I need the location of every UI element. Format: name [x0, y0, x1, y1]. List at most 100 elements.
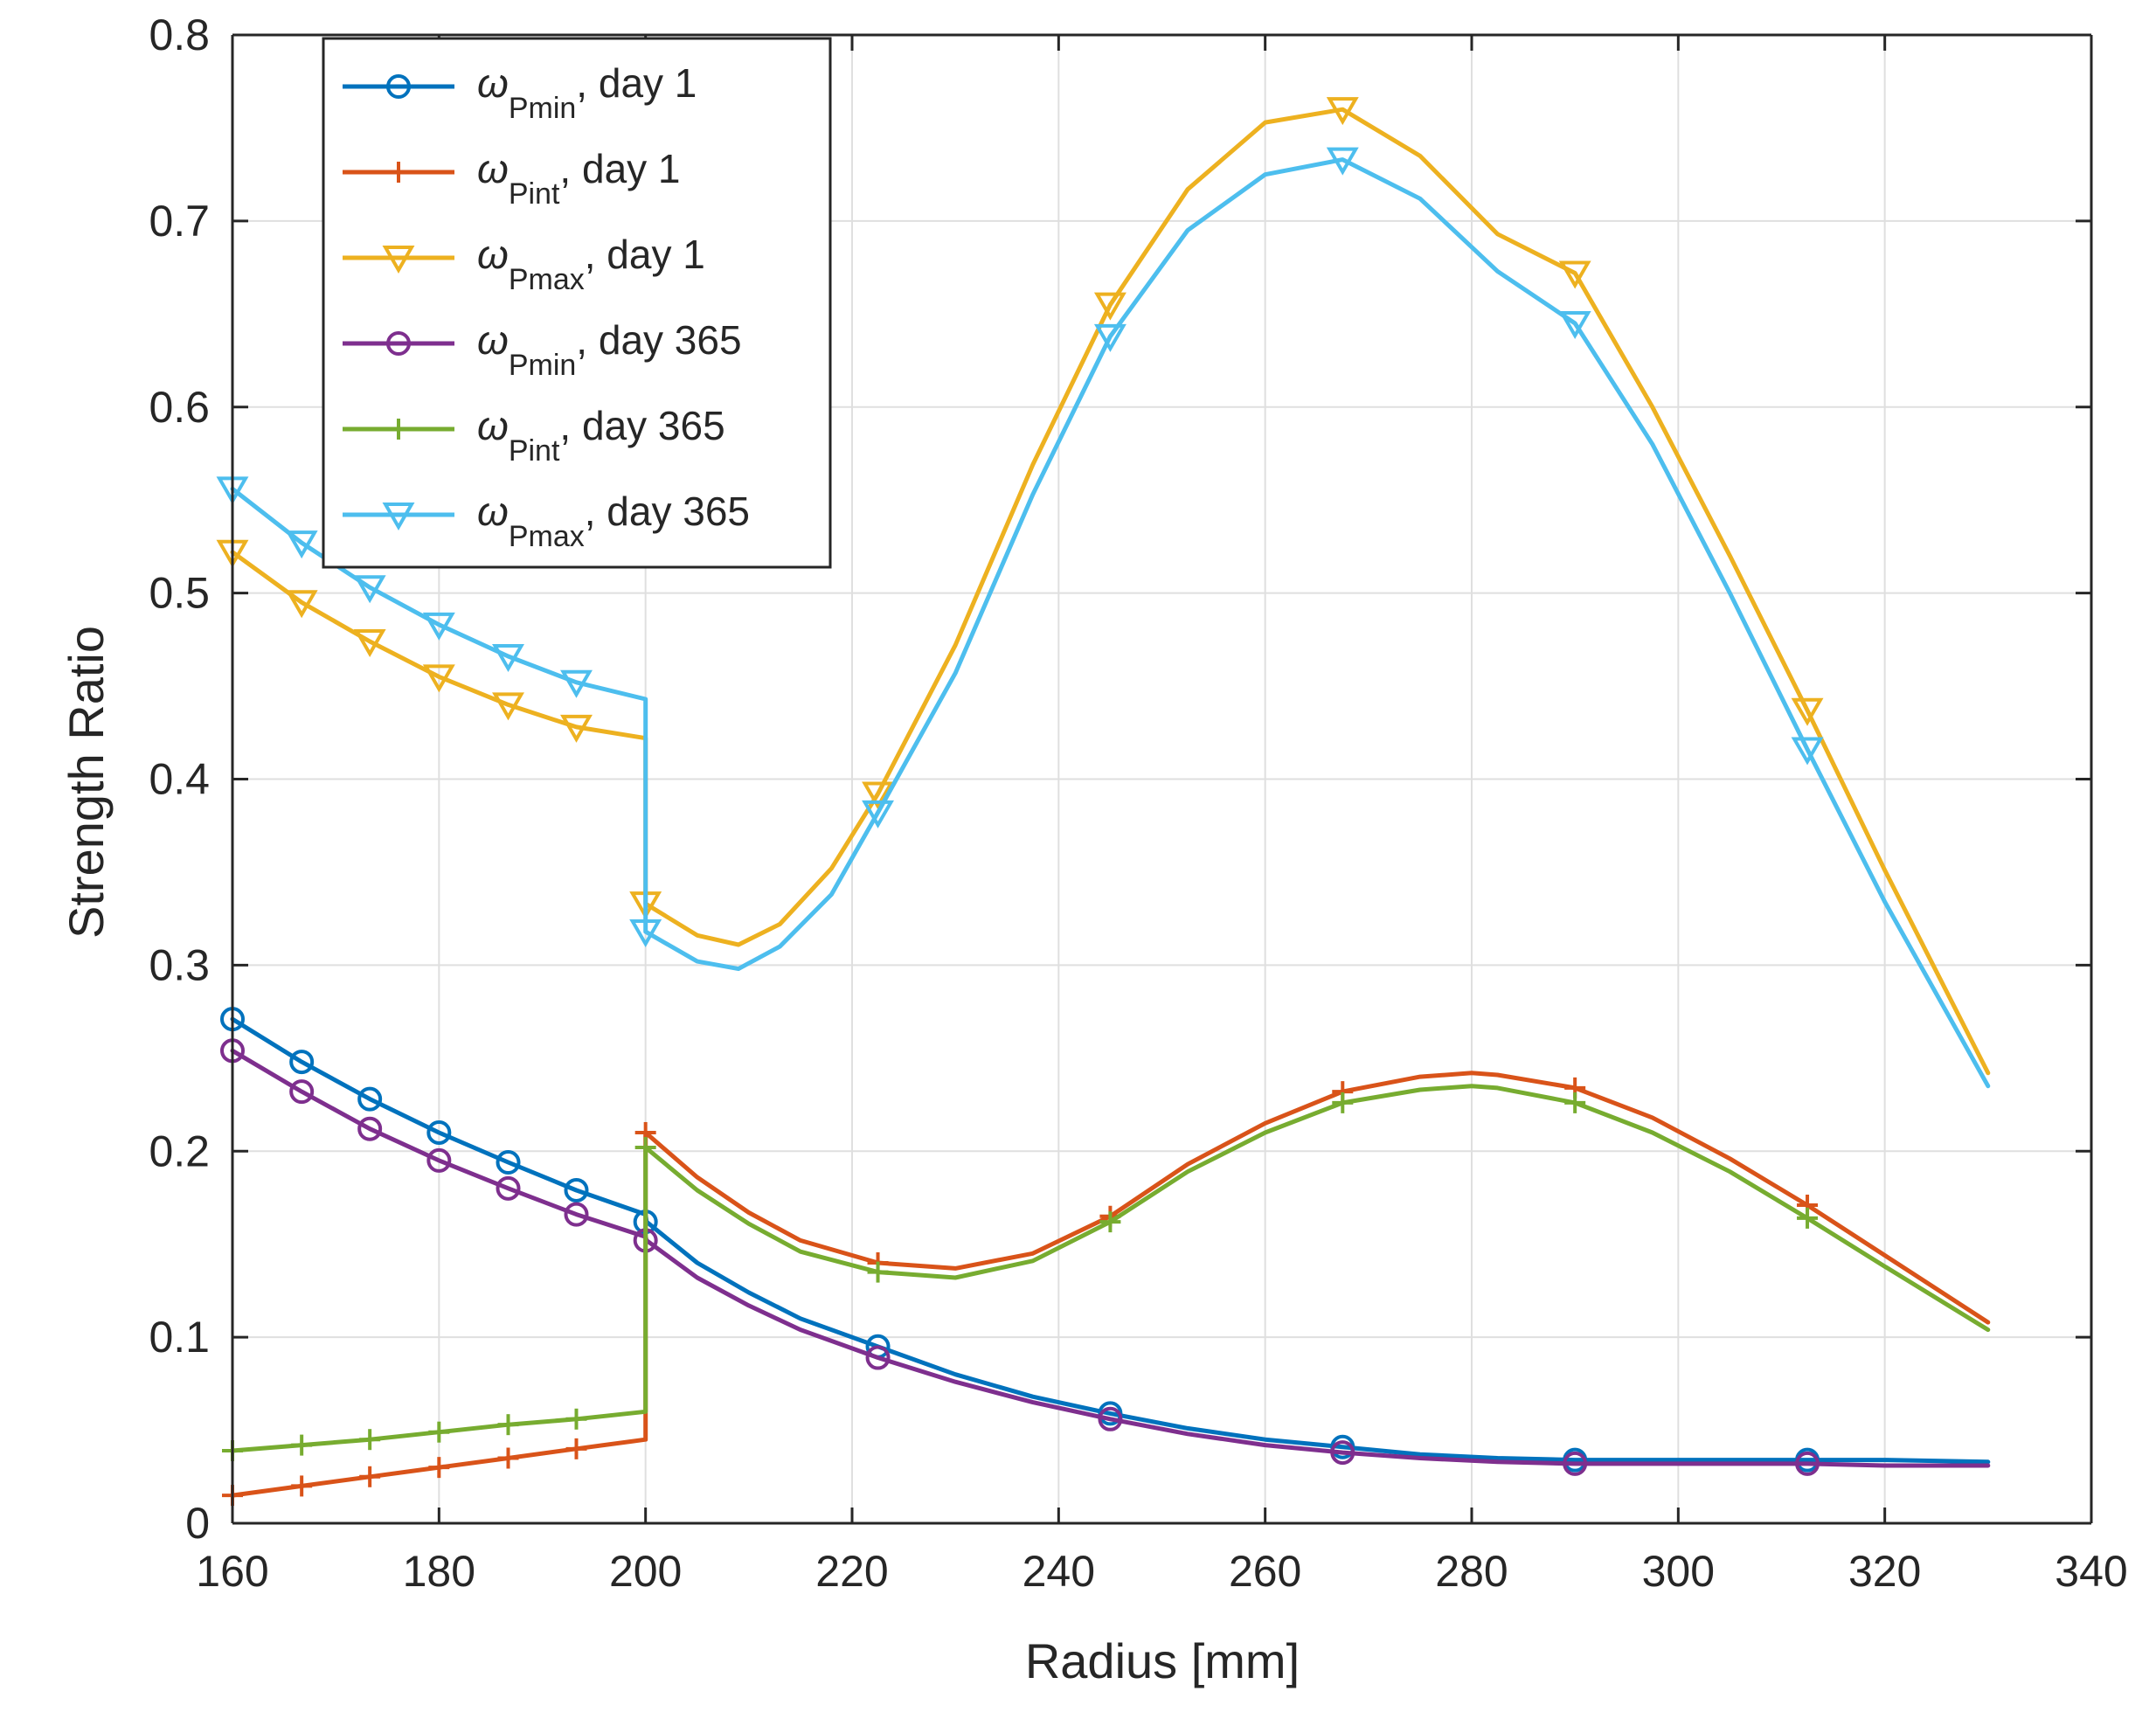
data-point-marker	[564, 1202, 589, 1227]
x-axis-label: Radius [mm]	[1025, 1633, 1300, 1688]
data-point-marker	[422, 612, 455, 641]
data-point-marker	[867, 1261, 889, 1283]
y-tick-label: 0.4	[149, 755, 210, 804]
data-point-marker	[289, 1079, 315, 1105]
legend-item: ωPmin, day 1	[343, 60, 697, 125]
x-tick-label: 340	[2055, 1547, 2127, 1596]
y-tick-label: 0	[185, 1499, 210, 1548]
y-axis-label: Strength Ratio	[59, 626, 114, 939]
series-line	[230, 1071, 1991, 1498]
data-point-marker	[1564, 1092, 1586, 1113]
data-point-marker	[564, 1177, 589, 1203]
data-point-marker	[422, 664, 455, 693]
data-point-marker	[428, 1421, 450, 1443]
data-point-marker	[1558, 260, 1591, 289]
data-point-marker	[1098, 1406, 1123, 1431]
data-point-marker	[285, 590, 318, 619]
y-tick-label: 0.5	[149, 569, 210, 618]
data-point-marker	[359, 1429, 381, 1451]
data-point-marker	[1099, 1211, 1121, 1233]
data-point-marker	[291, 1434, 313, 1456]
data-point-marker	[497, 1447, 519, 1469]
data-point-marker	[291, 1475, 313, 1497]
data-point-marker	[492, 692, 524, 721]
x-tick-label: 280	[1435, 1547, 1508, 1596]
data-point-marker	[357, 1086, 383, 1112]
legend-marker	[382, 246, 415, 274]
data-point-marker	[428, 1457, 450, 1479]
data-point-marker	[353, 575, 386, 604]
data-point-marker	[1332, 1092, 1354, 1113]
legend-marker	[386, 74, 411, 99]
y-tick-label: 0.7	[149, 197, 210, 246]
legend-item: ωPmax, day 365	[343, 489, 750, 553]
series-line	[230, 1084, 1991, 1453]
data-point-marker	[629, 919, 662, 948]
legend-item: ωPmax, day 1	[343, 232, 705, 296]
x-tick-label: 180	[403, 1547, 475, 1596]
x-tick-label: 160	[196, 1547, 268, 1596]
legend-marker	[388, 162, 409, 183]
data-point-marker	[560, 669, 593, 698]
series-line	[230, 157, 1991, 1089]
data-point-marker	[634, 1136, 656, 1158]
legend-marker	[388, 419, 409, 440]
axes: 160 180 200 220 240 260 280 300 320 340 0 0.1 0.2 0.3…	[149, 10, 2127, 1596]
x-tick-label: 320	[1848, 1547, 1921, 1596]
series-group	[216, 97, 1991, 1507]
y-tick-label: 0.3	[149, 940, 210, 989]
legend-label: ωPmin, day 1	[477, 60, 697, 125]
y-tick-label: 0.6	[149, 383, 210, 432]
data-point-marker	[865, 1345, 891, 1370]
data-point-marker	[1326, 97, 1359, 126]
data-point-marker	[496, 1175, 521, 1201]
legend-label: ωPmin, day 365	[477, 317, 742, 382]
legend-item: ωPint, day 1	[343, 146, 681, 211]
legend-label: ωPint, day 1	[477, 146, 681, 211]
data-point-marker	[1330, 1440, 1355, 1466]
data-point-marker	[359, 1466, 381, 1487]
data-point-marker	[862, 781, 895, 810]
legend-item: ωPint, day 365	[343, 403, 725, 468]
y-tick-label: 0.1	[149, 1313, 210, 1362]
legend-label: ωPint, day 365	[477, 403, 725, 468]
x-tick-label: 300	[1642, 1547, 1715, 1596]
x-tick-label: 260	[1229, 1547, 1301, 1596]
data-point-marker	[1093, 292, 1127, 321]
data-point-marker	[353, 628, 386, 657]
data-point-marker	[560, 714, 593, 743]
y-tick-label: 0.2	[149, 1126, 210, 1175]
data-point-marker	[1563, 1451, 1588, 1476]
series-6	[216, 147, 1991, 1089]
legend-label: ωPmax, day 365	[477, 489, 750, 553]
data-point-marker	[565, 1408, 587, 1430]
data-point-marker	[1558, 310, 1591, 339]
x-tick-label: 200	[609, 1547, 682, 1596]
y-tick-label: 0.8	[149, 10, 210, 59]
data-point-marker	[357, 1116, 383, 1141]
legend-item: ωPmin, day 365	[343, 317, 742, 382]
x-tick-label: 220	[815, 1547, 888, 1596]
legend-box	[322, 37, 832, 569]
data-point-marker	[285, 530, 318, 559]
data-point-marker	[1093, 323, 1127, 352]
data-point-marker	[289, 1050, 315, 1075]
legend-marker	[386, 331, 411, 356]
data-point-marker	[862, 800, 895, 828]
legend: ωPmin, day 1 ωPint, day 1 ωPmax, day 1 ωPmi…	[322, 37, 832, 569]
data-point-marker	[1791, 737, 1824, 766]
data-point-marker	[497, 1414, 519, 1436]
data-point-marker	[565, 1438, 587, 1459]
series-line	[230, 1016, 1991, 1465]
legend-marker	[382, 503, 415, 531]
series-4	[220, 1038, 1991, 1476]
data-point-marker	[492, 644, 524, 673]
data-point-marker	[496, 1150, 521, 1175]
data-point-marker	[426, 1119, 452, 1145]
data-point-marker	[1326, 147, 1359, 176]
grid	[232, 35, 2091, 1523]
data-point-marker	[426, 1147, 452, 1173]
data-point-marker	[1791, 697, 1824, 726]
